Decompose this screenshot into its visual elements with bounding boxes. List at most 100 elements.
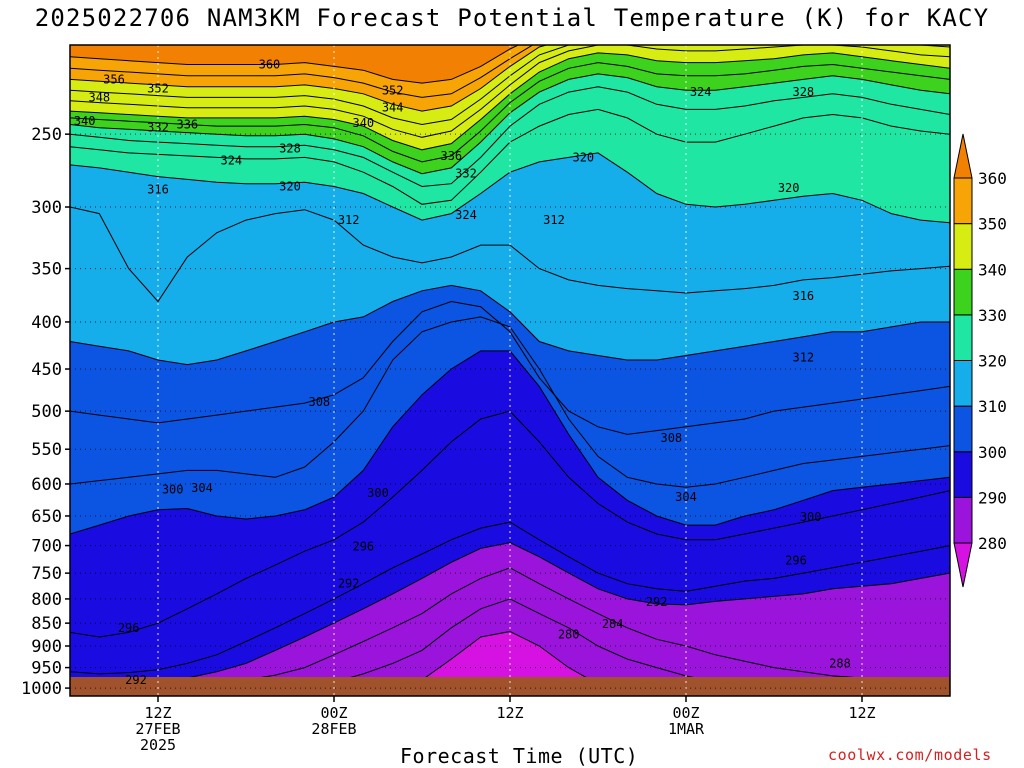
colorbar-label: 280 (978, 534, 1007, 553)
color-bands (70, 45, 950, 677)
contour-label: 324 (455, 208, 477, 222)
colorbar-segment (953, 177, 973, 225)
x-tick-label: 00Z (320, 704, 347, 722)
colorbar-segment (953, 451, 973, 498)
contour-labels: 360 356 352 352 348 344 340 340 332 336 328 336 332 3… (74, 57, 851, 687)
colorbar-label: 360 (978, 169, 1007, 188)
contour-label: 304 (675, 490, 697, 504)
x-tick-label: 2025 (140, 736, 176, 754)
y-tick-label: 350 (31, 260, 62, 280)
isotherm-344 (70, 45, 950, 138)
contour-label: 288 (829, 656, 851, 670)
contour-label: 284 (602, 617, 624, 631)
y-tick-label: 900 (31, 637, 62, 657)
contour-label: 308 (308, 395, 330, 409)
contour-label: 280 (558, 627, 580, 641)
x-tick-label: 12Z (848, 704, 875, 722)
contour-label: 324 (690, 85, 712, 99)
contour-label: 296 (352, 540, 374, 554)
x-axis-label: Forecast Time (UTC) (400, 744, 639, 768)
colorbar-segment (953, 496, 973, 544)
y-tick-label: 300 (31, 198, 62, 218)
colorbar-segment (953, 314, 973, 361)
colorbar-label: 320 (978, 352, 1007, 371)
isotherm-292 (70, 521, 950, 675)
colorbar-bottom-arrow (953, 542, 973, 588)
contour-label: 324 (220, 153, 242, 167)
x-tick-label: 12Z (496, 704, 523, 722)
source-credit: coolwx.com/models (828, 746, 992, 764)
isotherm-308 (70, 300, 950, 435)
y-tick-label: 650 (31, 507, 62, 527)
colorbar-label: 350 (978, 215, 1007, 234)
contour-label: 312 (543, 213, 565, 227)
contour-label: 336 (440, 149, 462, 163)
chart-title: 2025022706 NAM3KM Forecast Potential Tem… (34, 4, 990, 32)
contour-label: 332 (455, 167, 477, 181)
contour-label: 292 (338, 577, 360, 591)
contour-label: 356 (103, 72, 125, 86)
colorbar-label: 300 (978, 443, 1007, 462)
contour-label: 332 (147, 121, 169, 135)
y-tick-label: 400 (31, 313, 62, 333)
contour-label: 320 (572, 150, 594, 164)
y-axis-ticks: 250 300 350 400 450 500 550 600 650 700 750 800 850 9… (21, 125, 70, 699)
contour-label: 320 (279, 180, 301, 194)
contour-label: 340 (352, 116, 374, 130)
x-tick-label: 1MAR (668, 720, 705, 738)
contour-label: 344 (382, 101, 404, 115)
grid-lines (70, 45, 950, 696)
y-tick-label: 750 (31, 564, 62, 584)
y-tick-label: 800 (31, 590, 62, 610)
colorbar-label: 340 (978, 260, 1007, 279)
y-tick-label: 600 (31, 475, 62, 495)
x-tick-label: 27FEB (135, 720, 180, 738)
y-tick-label: 700 (31, 537, 62, 557)
colorbar-segment (953, 405, 973, 453)
isotherm-300 (70, 350, 950, 535)
isotherm-328 (70, 86, 950, 188)
contour-label: 304 (191, 481, 213, 495)
isotherm-360 (70, 45, 520, 84)
isotherm-336 (70, 62, 950, 163)
contour-label: 328 (279, 141, 301, 155)
y-tick-label: 550 (31, 440, 62, 460)
contour-label: 308 (660, 431, 682, 445)
contour-label: 336 (176, 117, 198, 131)
colorbar-segment (953, 360, 973, 407)
contour-label: 300 (800, 510, 822, 524)
contour-label: 296 (785, 554, 807, 568)
y-tick-label: 500 (31, 402, 62, 422)
contour-label: 352 (382, 83, 404, 97)
contour-label: 292 (125, 673, 147, 687)
colorbar-label: 330 (978, 306, 1007, 325)
contour-label: 340 (74, 114, 96, 128)
x-tick-label: 28FEB (311, 720, 356, 738)
ground-below-surface (70, 677, 950, 696)
isotherm-290 (189, 542, 950, 677)
y-tick-label: 1000 (21, 679, 62, 699)
isotherm-352 (70, 45, 549, 112)
contour-label: 352 (147, 81, 169, 95)
y-tick-label: 250 (31, 125, 62, 145)
contour-label: 360 (259, 57, 281, 71)
contour-label: 312 (792, 350, 814, 364)
isotherm-316 (70, 206, 950, 303)
y-tick-label: 850 (31, 614, 62, 634)
contour-label: 348 (88, 90, 110, 104)
colorbar: 280 290 300 310 320 330 340 350 360 (953, 133, 1007, 588)
contour-label: 300 (162, 482, 184, 496)
x-tick-label: 12Z (144, 704, 171, 722)
contour-label: 300 (367, 486, 389, 500)
isotherm-312 (70, 284, 950, 366)
y-tick-label: 450 (31, 360, 62, 380)
contour-label: 292 (646, 595, 668, 609)
contour-label: 328 (792, 85, 814, 99)
colorbar-segment (953, 223, 973, 270)
colorbar-label: 310 (978, 397, 1007, 416)
contour-label: 316 (147, 182, 169, 196)
colorbar-top-arrow (953, 133, 973, 179)
contour-label: 320 (778, 181, 800, 195)
